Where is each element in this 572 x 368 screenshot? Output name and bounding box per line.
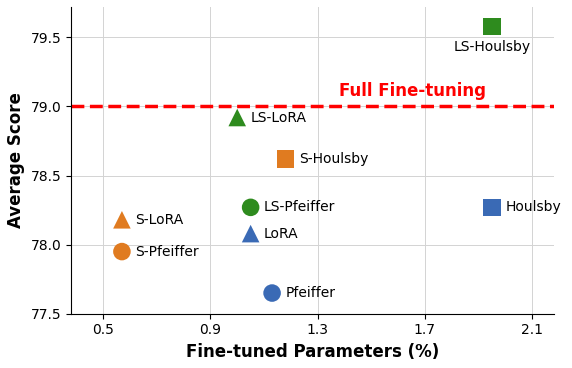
Point <box>487 204 496 210</box>
Point <box>268 290 277 296</box>
Text: Pfeiffer: Pfeiffer <box>285 286 336 300</box>
Point <box>246 231 255 237</box>
Text: LS-Houlsby: LS-Houlsby <box>454 40 530 54</box>
Point <box>233 114 242 120</box>
Text: Full Fine-tuning: Full Fine-tuning <box>339 82 486 100</box>
Text: Houlsby: Houlsby <box>506 200 561 214</box>
Text: S-Pfeiffer: S-Pfeiffer <box>136 245 199 259</box>
Point <box>117 217 126 223</box>
Point <box>246 204 255 210</box>
Point <box>117 249 126 255</box>
Text: LS-Pfeiffer: LS-Pfeiffer <box>264 200 335 214</box>
X-axis label: Fine-tuned Parameters (%): Fine-tuned Parameters (%) <box>186 343 439 361</box>
Text: LS-LoRA: LS-LoRA <box>251 110 307 124</box>
Point <box>487 23 496 29</box>
Text: LoRA: LoRA <box>264 227 299 241</box>
Text: S-Houlsby: S-Houlsby <box>299 152 368 166</box>
Point <box>281 156 290 162</box>
Text: S-LoRA: S-LoRA <box>136 213 184 227</box>
Y-axis label: Average Score: Average Score <box>7 92 25 228</box>
